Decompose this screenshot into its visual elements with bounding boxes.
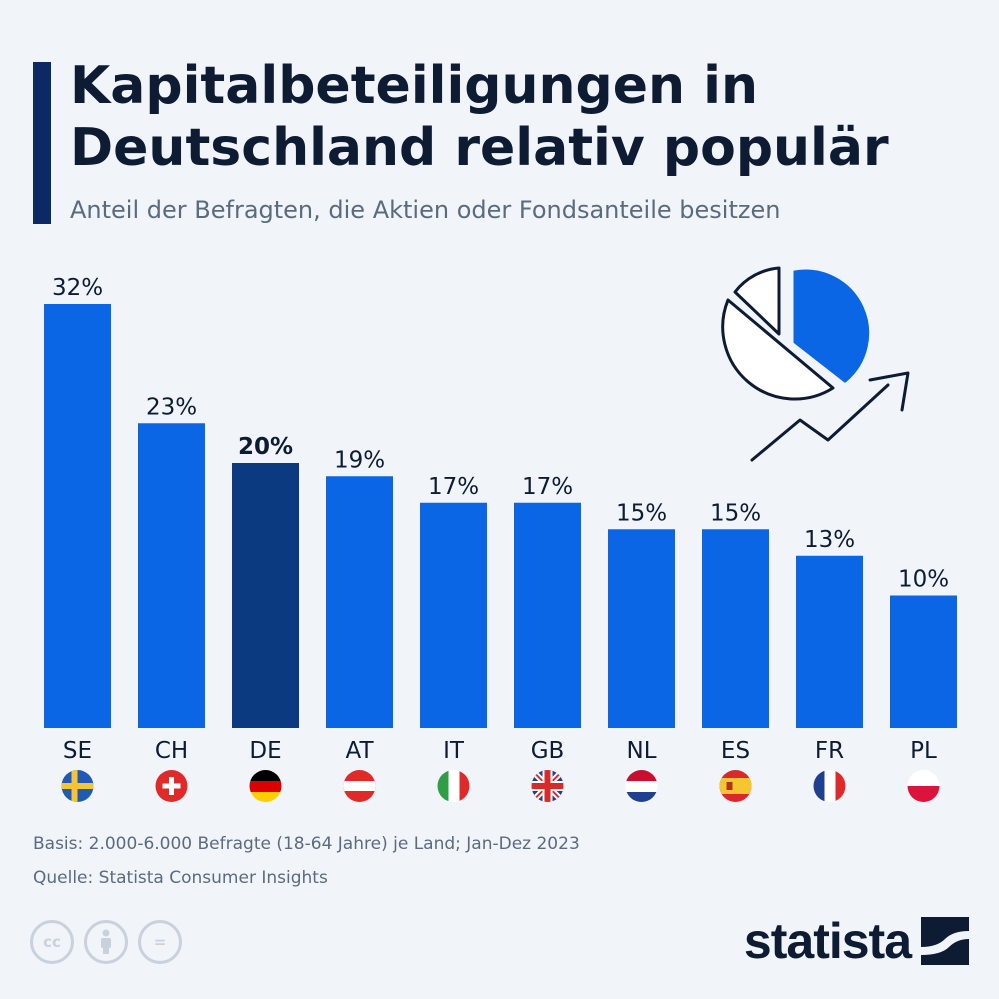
category-label: AT bbox=[346, 738, 375, 764]
bar-fr[interactable] bbox=[796, 555, 863, 728]
footer-basis: Basis: 2.000-6.000 Befragte (18-64 Jahre… bbox=[33, 834, 580, 854]
statista-logo[interactable]: statista bbox=[744, 912, 969, 970]
flag-austria-icon bbox=[343, 770, 376, 802]
category-label: DE bbox=[249, 738, 281, 764]
category-label: GB bbox=[531, 738, 565, 764]
category-label: CH bbox=[155, 738, 188, 764]
category-label: IT bbox=[443, 738, 465, 764]
bar-value-label: 32% bbox=[52, 275, 103, 301]
nd-icon[interactable]: = bbox=[138, 920, 182, 964]
bar-value-label: 17% bbox=[522, 474, 573, 500]
flag-switzerland-icon bbox=[155, 770, 188, 802]
bar-value-label: 20% bbox=[238, 434, 293, 460]
bar-it[interactable] bbox=[420, 502, 487, 728]
bar-de[interactable] bbox=[232, 463, 299, 728]
bar-value-label: 13% bbox=[804, 527, 855, 553]
bar-gb[interactable] bbox=[514, 502, 581, 728]
category-label: PL bbox=[910, 738, 937, 764]
bar-at[interactable] bbox=[326, 476, 393, 728]
flag-netherlands-icon bbox=[625, 770, 658, 802]
bar-value-label: 15% bbox=[616, 500, 667, 526]
flag-spain-icon bbox=[719, 770, 752, 802]
flag-germany-icon bbox=[249, 770, 282, 802]
chart-title: Kapitalbeteiligungen in Deutschland rela… bbox=[70, 56, 889, 178]
bar-se[interactable] bbox=[44, 304, 111, 728]
brand-name: statista bbox=[743, 913, 912, 969]
flag-italy-icon bbox=[437, 770, 470, 802]
bar-pl[interactable] bbox=[890, 595, 957, 729]
bar-es[interactable] bbox=[702, 529, 769, 728]
flag-sweden-icon bbox=[61, 770, 94, 802]
bar-value-label: 17% bbox=[428, 474, 479, 500]
cc-icon[interactable]: cc bbox=[30, 920, 74, 964]
bar-value-label: 19% bbox=[334, 447, 385, 473]
bar-nl[interactable] bbox=[608, 529, 675, 728]
bar-ch[interactable] bbox=[138, 423, 205, 728]
category-label: FR bbox=[815, 738, 844, 764]
bar-value-label: 10% bbox=[898, 567, 949, 593]
license-icons: cc = bbox=[30, 920, 182, 964]
by-icon[interactable] bbox=[84, 920, 128, 964]
statista-mark-icon bbox=[921, 917, 969, 965]
flag-france-icon bbox=[813, 770, 846, 802]
footer-source: Quelle: Statista Consumer Insights bbox=[33, 868, 328, 888]
flag-poland-icon bbox=[907, 770, 940, 802]
bar-value-label: 15% bbox=[710, 500, 761, 526]
title-accent-bar bbox=[33, 62, 51, 224]
category-label: SE bbox=[63, 738, 92, 764]
chart-subtitle: Anteil der Befragten, die Aktien oder Fo… bbox=[70, 196, 781, 224]
flag-uk-icon bbox=[531, 770, 564, 802]
pie-growth-illustration-icon bbox=[721, 266, 910, 462]
category-label: NL bbox=[626, 738, 656, 764]
bar-value-label: 23% bbox=[146, 394, 197, 420]
category-label: ES bbox=[721, 738, 750, 764]
